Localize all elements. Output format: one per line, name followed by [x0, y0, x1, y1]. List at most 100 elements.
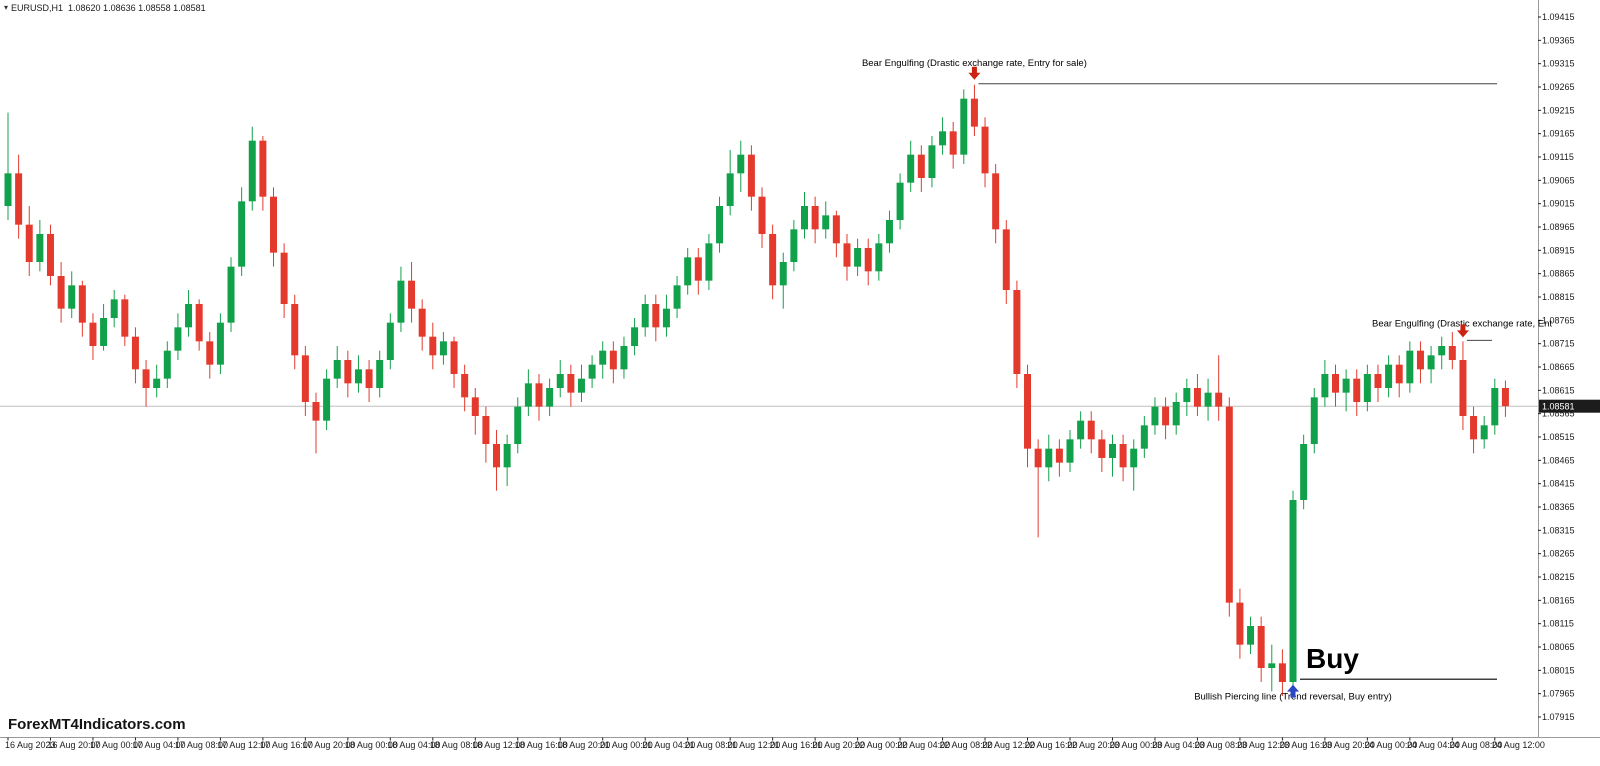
candle-body: [503, 444, 511, 468]
candle-body: [1247, 626, 1255, 645]
candle-body: [970, 98, 978, 127]
candle-body: [896, 182, 904, 220]
candle-body: [15, 173, 23, 225]
time-tick-label: 18 Aug 16:00: [515, 740, 568, 750]
candle-body: [450, 341, 458, 374]
candle-body: [875, 243, 883, 272]
candle-body: [907, 154, 915, 183]
buy-label: Buy: [1306, 643, 1359, 674]
candle-body: [1013, 290, 1021, 374]
time-tick-label: 23 Aug 12:00: [1237, 740, 1290, 750]
candle-body: [854, 248, 862, 267]
price-tick-label: 1.08165: [1542, 595, 1575, 605]
candle-body: [917, 154, 925, 178]
candle-body: [1353, 378, 1361, 402]
candle-body: [1225, 406, 1233, 603]
time-tick-label: 22 Aug 00:00: [855, 740, 908, 750]
candle-body: [1193, 388, 1201, 407]
candle-body: [822, 215, 830, 230]
candle-body: [790, 229, 798, 262]
candle-body: [1427, 355, 1435, 370]
candle-body: [1151, 406, 1159, 426]
candle-body: [981, 126, 989, 174]
candle-body: [885, 220, 893, 244]
price-tick-label: 1.08065: [1542, 642, 1575, 652]
price-tick-label: 1.09265: [1542, 82, 1575, 92]
time-tick-label: 18 Aug 08:00: [430, 740, 483, 750]
candle-body: [68, 285, 76, 309]
price-tick-label: 1.09415: [1542, 12, 1575, 22]
candle-body: [57, 276, 65, 309]
candle-body: [588, 364, 596, 379]
candle-body: [110, 299, 118, 318]
candle-body: [801, 206, 808, 230]
price-tick-label: 1.08515: [1542, 432, 1575, 442]
time-tick-label: 18 Aug 04:00: [387, 740, 440, 750]
candle-body: [174, 327, 182, 351]
price-tick-label: 1.07915: [1542, 712, 1575, 722]
candle-body: [758, 196, 766, 234]
time-tick-label: 24 Aug 04:00: [1407, 740, 1460, 750]
candle-body: [1310, 397, 1318, 444]
bear-engulfing-top-sell-arrow-icon: [968, 66, 981, 80]
candle-body: [429, 336, 437, 356]
time-tick-label: 21 Aug 16:00: [770, 740, 823, 750]
candle-body: [1087, 420, 1095, 440]
candle-body: [1363, 374, 1371, 402]
candle-body: [1278, 663, 1286, 682]
time-tick-label: 23 Aug 00:00: [1109, 740, 1162, 750]
candles-layer: [4, 84, 1509, 696]
time-tick-label: 24 Aug 12:00: [1492, 740, 1545, 750]
candle-body: [270, 196, 277, 253]
candle-body: [1438, 346, 1446, 356]
candle-body: [153, 378, 161, 388]
candle-body: [514, 406, 522, 444]
price-tick-label: 1.08465: [1542, 455, 1575, 465]
time-tick-label: 24 Aug 08:00: [1449, 740, 1502, 750]
time-tick-label: 21 Aug 12:00: [727, 740, 780, 750]
candle-body: [1098, 439, 1106, 458]
candle-body: [567, 374, 575, 393]
price-tick-label: 1.08665: [1542, 362, 1575, 372]
candle-body: [439, 341, 447, 356]
candle-body: [408, 280, 416, 309]
candle-body: [928, 145, 936, 178]
candle-body: [418, 308, 426, 337]
candle-body: [333, 360, 341, 379]
symbol-marker-icon: ▾: [4, 3, 9, 12]
candle-body: [1172, 402, 1180, 426]
candle-body: [397, 280, 405, 323]
candle-body: [705, 243, 713, 281]
time-tick-label: 17 Aug 08:00: [175, 740, 228, 750]
candle-body: [1332, 374, 1339, 393]
time-tick-label: 22 Aug 16:00: [1025, 740, 1078, 750]
candle-body: [1215, 392, 1223, 407]
time-tick-label: 23 Aug 04:00: [1152, 740, 1205, 750]
candle-body: [1066, 439, 1074, 463]
candle-body: [376, 360, 384, 388]
candle-body: [482, 416, 490, 444]
time-tick-label: 18 Aug 20:00: [557, 740, 610, 750]
candle-body: [939, 131, 947, 146]
candle-body: [354, 369, 362, 384]
candle-body: [1480, 425, 1488, 440]
candle-body: [78, 285, 86, 323]
candle-body: [1385, 364, 1393, 388]
time-tick-label: 23 Aug 08:00: [1194, 740, 1247, 750]
candle-body: [673, 285, 681, 309]
candle-body: [227, 266, 235, 323]
candle-body: [1108, 444, 1116, 458]
bear-engulfing-right-label: Bear Engulfing (Drastic exchange rate, E…: [1372, 318, 1552, 329]
time-tick-label: 17 Aug 04:00: [132, 740, 185, 750]
candle-body: [471, 397, 479, 416]
candle-body: [4, 173, 12, 206]
candle-body: [1024, 374, 1032, 449]
candle-body: [344, 360, 352, 384]
candle-body: [631, 327, 639, 346]
price-tick-label: 1.09315: [1542, 59, 1575, 69]
price-tick-label: 1.08915: [1542, 245, 1575, 255]
candle-body: [1257, 626, 1265, 668]
candle-body: [726, 173, 734, 206]
